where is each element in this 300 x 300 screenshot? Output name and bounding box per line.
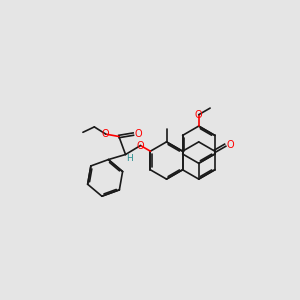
Text: O: O (137, 140, 144, 151)
Text: O: O (226, 140, 234, 150)
Text: O: O (134, 129, 142, 139)
Text: O: O (102, 129, 110, 139)
Text: H: H (126, 154, 133, 163)
Text: O: O (195, 110, 202, 120)
